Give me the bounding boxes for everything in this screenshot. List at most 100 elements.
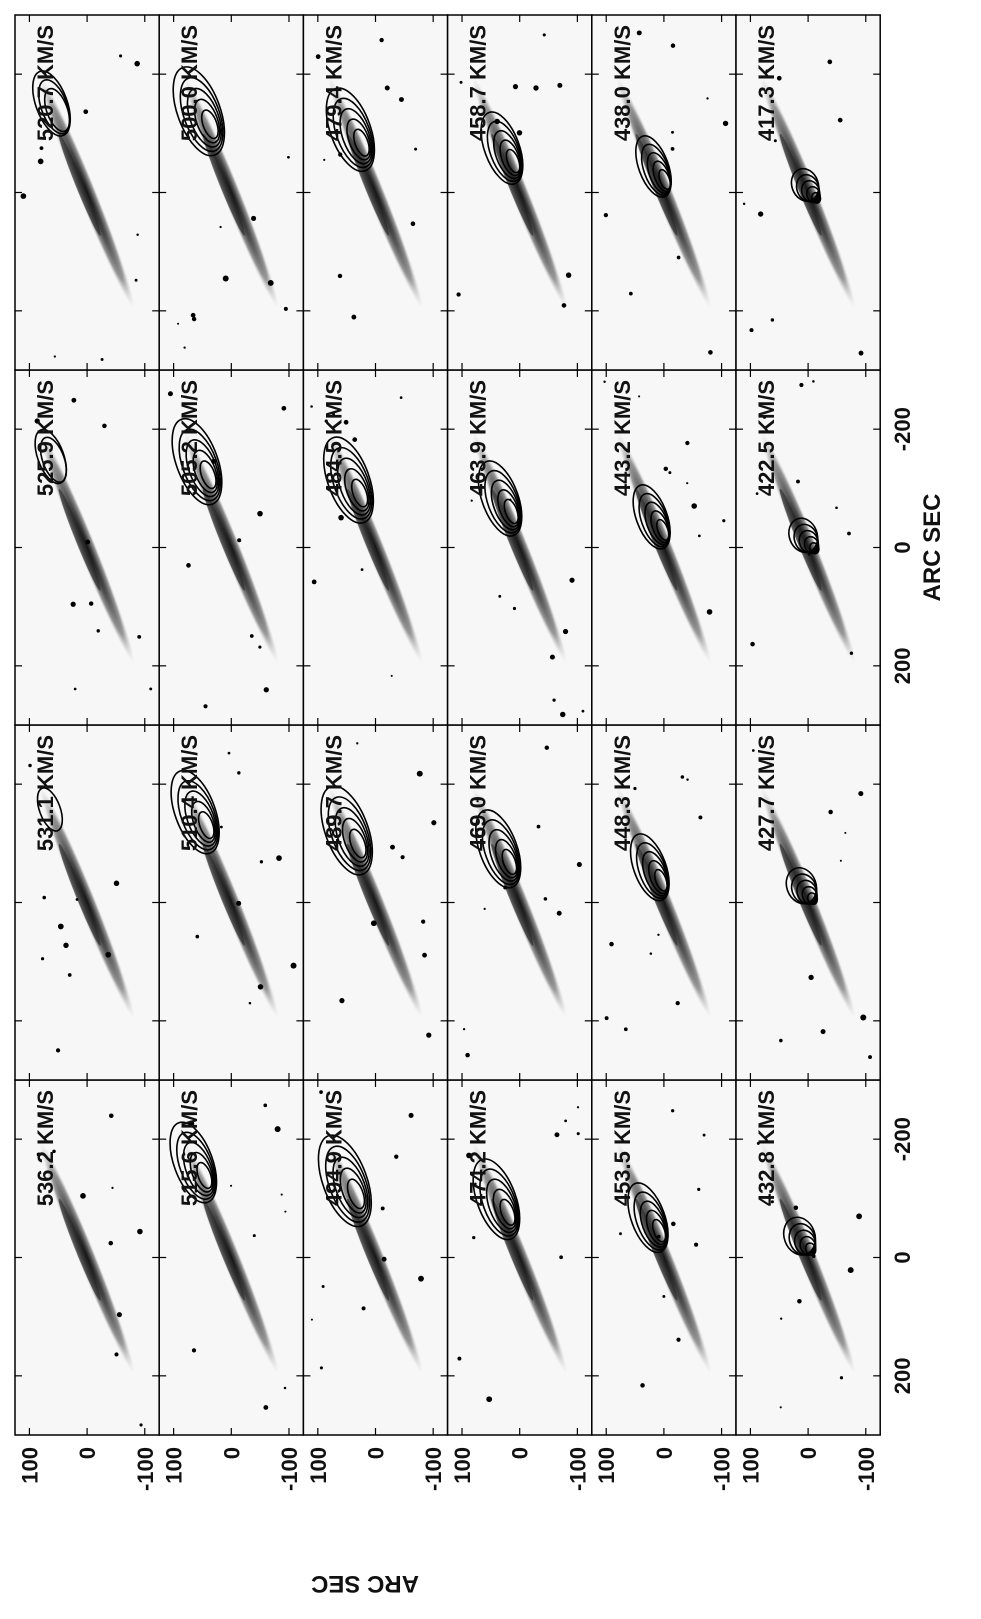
velocity-label: 463.9 KM/S — [466, 380, 491, 496]
panel: 505.2 KM/S — [159, 370, 303, 725]
noise-dot — [137, 635, 141, 639]
noise-dot — [537, 825, 541, 829]
noise-dot — [89, 601, 93, 605]
velocity-label: 417.3 KM/S — [754, 25, 779, 141]
y-tick-label: -100 — [133, 1447, 158, 1491]
noise-dot — [426, 1033, 431, 1038]
noise-dot — [401, 855, 405, 859]
x-tick-label: 200 — [890, 1357, 915, 1394]
noise-dot — [83, 109, 88, 114]
noise-dot — [848, 1267, 854, 1273]
noise-dot — [211, 459, 216, 464]
noise-dot — [382, 1257, 387, 1262]
panel: 494.9 KM/S — [303, 1080, 447, 1435]
noise-dot — [827, 60, 832, 65]
noise-dot — [220, 826, 223, 829]
noise-dot — [80, 1193, 86, 1199]
noise-dot — [743, 203, 745, 205]
velocity-label: 443.2 KM/S — [610, 380, 635, 496]
x-tick-label: 200 — [890, 647, 915, 684]
noise-dot — [291, 963, 297, 969]
figure: 536.2 KM/S1000-100531.1 KM/S525.9 KM/S52… — [0, 0, 981, 1614]
panel: 479.4 KM/S — [303, 15, 447, 370]
noise-dot — [708, 350, 713, 355]
noise-dot — [624, 1027, 628, 1031]
noise-dot — [371, 920, 377, 926]
noise-dot — [671, 131, 674, 134]
noise-dot — [101, 358, 104, 361]
noise-dot — [237, 771, 240, 774]
noise-dot — [40, 146, 44, 150]
noise-dot — [139, 1423, 142, 1426]
noise-dot — [566, 272, 571, 277]
x-tick-label: -200 — [890, 1117, 915, 1161]
noise-dot — [780, 1318, 782, 1320]
noise-dot — [856, 1213, 862, 1219]
panel: 463.9 KM/S — [448, 370, 592, 725]
panel: 474.2 KM/S — [448, 1080, 592, 1435]
noise-dot — [361, 568, 364, 571]
velocity-label: 453.5 KM/S — [610, 1090, 635, 1206]
noise-dot — [339, 998, 344, 1003]
y-tick-label: -100 — [710, 1447, 735, 1491]
noise-dot — [322, 1285, 325, 1288]
velocity-label: 422.5 KM/S — [754, 380, 779, 496]
y-tick-label: 100 — [306, 1447, 331, 1484]
noise-dot — [706, 97, 708, 99]
noise-dot — [411, 221, 416, 226]
noise-dot — [117, 1312, 122, 1317]
noise-dot — [797, 1299, 802, 1304]
noise-dot — [58, 924, 64, 930]
noise-dot — [563, 629, 568, 634]
noise-dot — [465, 1053, 470, 1058]
noise-dot — [111, 1187, 113, 1189]
noise-dot — [629, 292, 633, 296]
noise-dot — [697, 1188, 700, 1191]
noise-dot — [282, 406, 287, 411]
noise-dot — [41, 957, 44, 960]
noise-dot — [533, 85, 538, 90]
noise-dot — [664, 467, 668, 471]
noise-dot — [771, 318, 774, 321]
noise-dot — [671, 147, 675, 151]
panel: 525.9 KM/S — [15, 370, 159, 725]
noise-dot — [517, 130, 522, 135]
x-tick-label: 0 — [890, 1251, 915, 1263]
y-tick-label: -100 — [421, 1447, 446, 1491]
noise-dot — [168, 391, 173, 396]
noise-dot — [264, 687, 269, 692]
noise-dot — [758, 211, 763, 216]
noise-dot — [550, 655, 555, 660]
velocity-label: 500.0 KM/S — [177, 25, 202, 141]
panel: 520.7 KM/S — [15, 15, 159, 370]
velocity-label: 479.4 KM/S — [321, 25, 346, 141]
noise-dot — [835, 507, 838, 510]
noise-dot — [137, 1229, 143, 1235]
noise-dot — [868, 1055, 872, 1059]
noise-dot — [260, 860, 263, 863]
panel: 458.7 KM/S — [448, 15, 592, 370]
noise-dot — [275, 1126, 281, 1132]
velocity-label: 427.7 KM/S — [754, 735, 779, 851]
noise-dot — [799, 383, 803, 387]
y-tick-label: 100 — [594, 1447, 619, 1484]
noise-dot — [394, 1155, 398, 1159]
noise-dot — [409, 1113, 414, 1118]
noise-dot — [338, 152, 342, 156]
panel: 469.0 KM/S — [448, 725, 592, 1080]
noise-dot — [564, 1119, 567, 1122]
velocity-label: 505.2 KM/S — [177, 380, 202, 496]
noise-dot — [847, 532, 851, 536]
noise-dot — [828, 810, 833, 815]
noise-dot — [422, 953, 427, 958]
noise-dot — [399, 97, 404, 102]
noise-dot — [779, 1039, 783, 1043]
velocity-label: 458.7 KM/S — [466, 25, 491, 141]
noise-dot — [338, 274, 342, 278]
noise-dot — [463, 1028, 465, 1030]
noise-dot — [251, 216, 256, 221]
noise-dot — [312, 580, 317, 585]
y-tick-label: 100 — [738, 1447, 763, 1484]
noise-dot — [676, 1338, 680, 1342]
y-tick-label: 0 — [508, 1447, 533, 1459]
